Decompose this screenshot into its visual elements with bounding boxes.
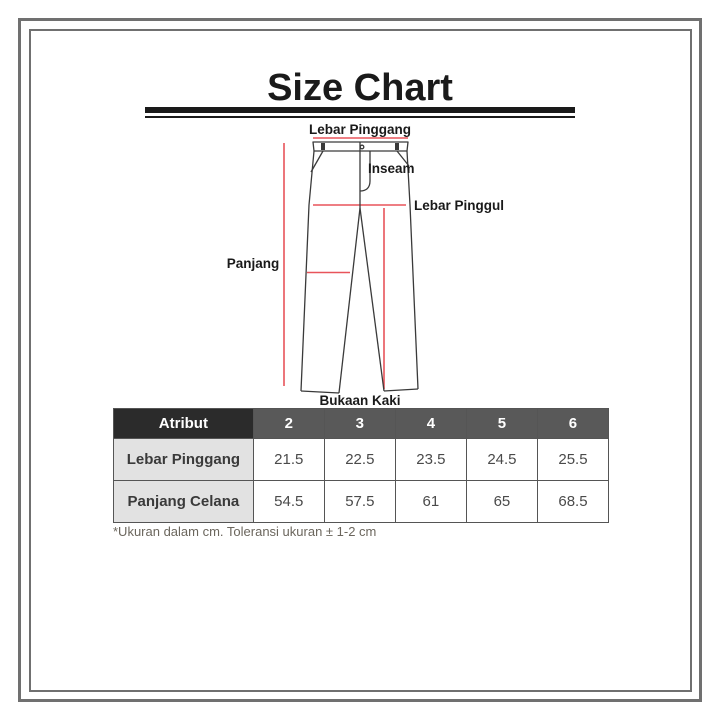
svg-text:Bukaan Kaki: Bukaan Kaki [319,393,400,408]
svg-text:Lebar Pinggang: Lebar Pinggang [309,122,411,137]
svg-text:Lebar Pinggul: Lebar Pinggul [414,198,504,213]
svg-text:Inseam: Inseam [368,161,415,176]
svg-text:Panjang: Panjang [227,256,280,271]
